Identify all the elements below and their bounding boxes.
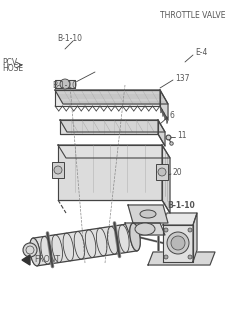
Polygon shape [58, 145, 162, 200]
Circle shape [188, 255, 192, 259]
Bar [156, 164, 168, 180]
Text: B-1-10: B-1-10 [167, 201, 195, 210]
Text: 137: 137 [175, 74, 189, 83]
Ellipse shape [30, 238, 40, 266]
Text: PCV: PCV [2, 58, 17, 67]
Circle shape [158, 168, 166, 176]
Polygon shape [193, 213, 197, 262]
Ellipse shape [135, 223, 155, 235]
Polygon shape [58, 145, 170, 158]
Circle shape [167, 232, 189, 254]
Circle shape [60, 79, 70, 89]
Polygon shape [163, 225, 193, 262]
Polygon shape [22, 255, 30, 265]
Polygon shape [55, 90, 160, 106]
Polygon shape [158, 120, 165, 146]
Text: THROTTLE VALVE: THROTTLE VALVE [160, 11, 226, 20]
Text: 6: 6 [170, 110, 175, 119]
Circle shape [23, 243, 37, 257]
Text: 11: 11 [177, 131, 187, 140]
Polygon shape [125, 223, 165, 235]
Bar [52, 162, 64, 178]
Text: FRONT: FRONT [34, 255, 60, 265]
Polygon shape [163, 213, 197, 225]
Circle shape [171, 236, 185, 250]
Polygon shape [128, 205, 168, 223]
Polygon shape [55, 90, 168, 104]
Ellipse shape [130, 223, 140, 251]
Polygon shape [60, 120, 158, 134]
Polygon shape [55, 80, 75, 88]
Text: B-1-10: B-1-10 [57, 34, 82, 43]
Text: 20: 20 [173, 167, 183, 177]
Circle shape [188, 228, 192, 232]
Polygon shape [162, 145, 170, 213]
Circle shape [164, 255, 168, 259]
Polygon shape [33, 223, 137, 266]
Circle shape [164, 228, 168, 232]
Polygon shape [160, 90, 168, 120]
Circle shape [54, 166, 62, 174]
Text: B-1-10: B-1-10 [52, 81, 77, 90]
Text: HOSE: HOSE [2, 63, 23, 73]
Polygon shape [60, 120, 165, 132]
Ellipse shape [140, 210, 156, 218]
Text: E-4: E-4 [195, 47, 207, 57]
Polygon shape [148, 252, 215, 265]
